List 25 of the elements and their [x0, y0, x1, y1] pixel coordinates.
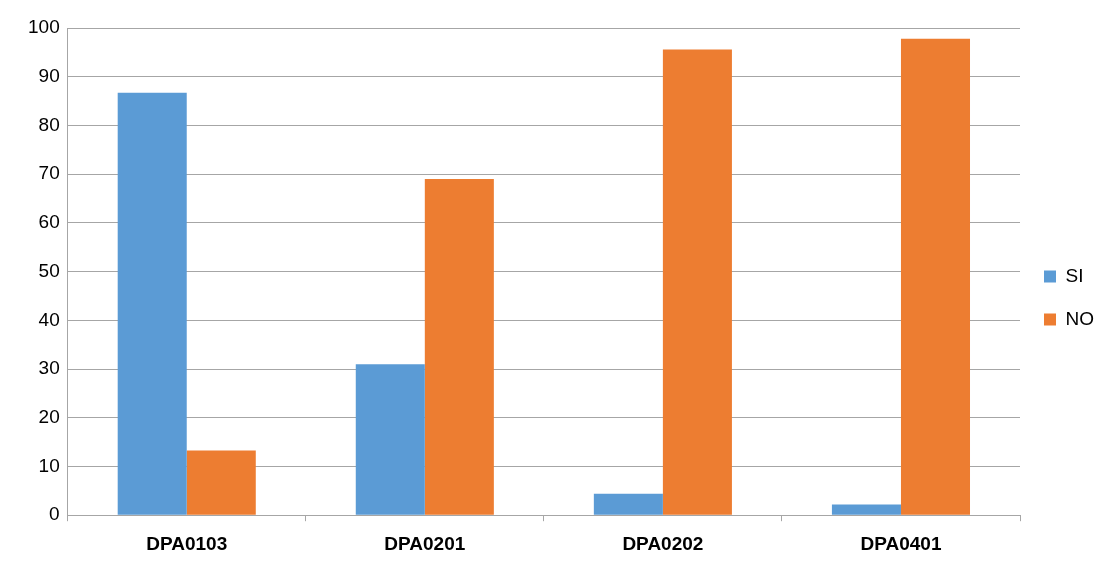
x-tick-label: DPA0202 — [622, 532, 704, 554]
y-tick-label: 70 — [38, 162, 60, 184]
bar — [117, 92, 187, 515]
y-tick-label: 60 — [38, 211, 60, 233]
y-tick-label: 90 — [38, 64, 60, 86]
y-tick-label: 80 — [38, 113, 60, 135]
y-tick-label: 50 — [38, 259, 60, 281]
y-tick-label: 30 — [38, 357, 60, 379]
bar — [424, 179, 494, 515]
bar — [593, 493, 663, 515]
y-tick-label: 40 — [38, 308, 60, 330]
y-tick-label: 0 — [49, 503, 60, 525]
bar — [186, 450, 256, 515]
legend-label: SI — [1065, 264, 1084, 286]
x-tick-label: DPA0201 — [384, 532, 466, 554]
bar — [900, 38, 970, 515]
x-tick-label: DPA0401 — [860, 532, 942, 554]
y-tick-label: 10 — [38, 454, 60, 476]
y-tick-label: 20 — [38, 405, 60, 427]
x-tick-label: DPA0103 — [146, 532, 228, 554]
bar — [662, 49, 732, 515]
y-tick-label: 100 — [28, 16, 60, 38]
legend-label: NO — [1065, 307, 1094, 329]
bar — [831, 504, 901, 515]
bar — [355, 364, 425, 515]
